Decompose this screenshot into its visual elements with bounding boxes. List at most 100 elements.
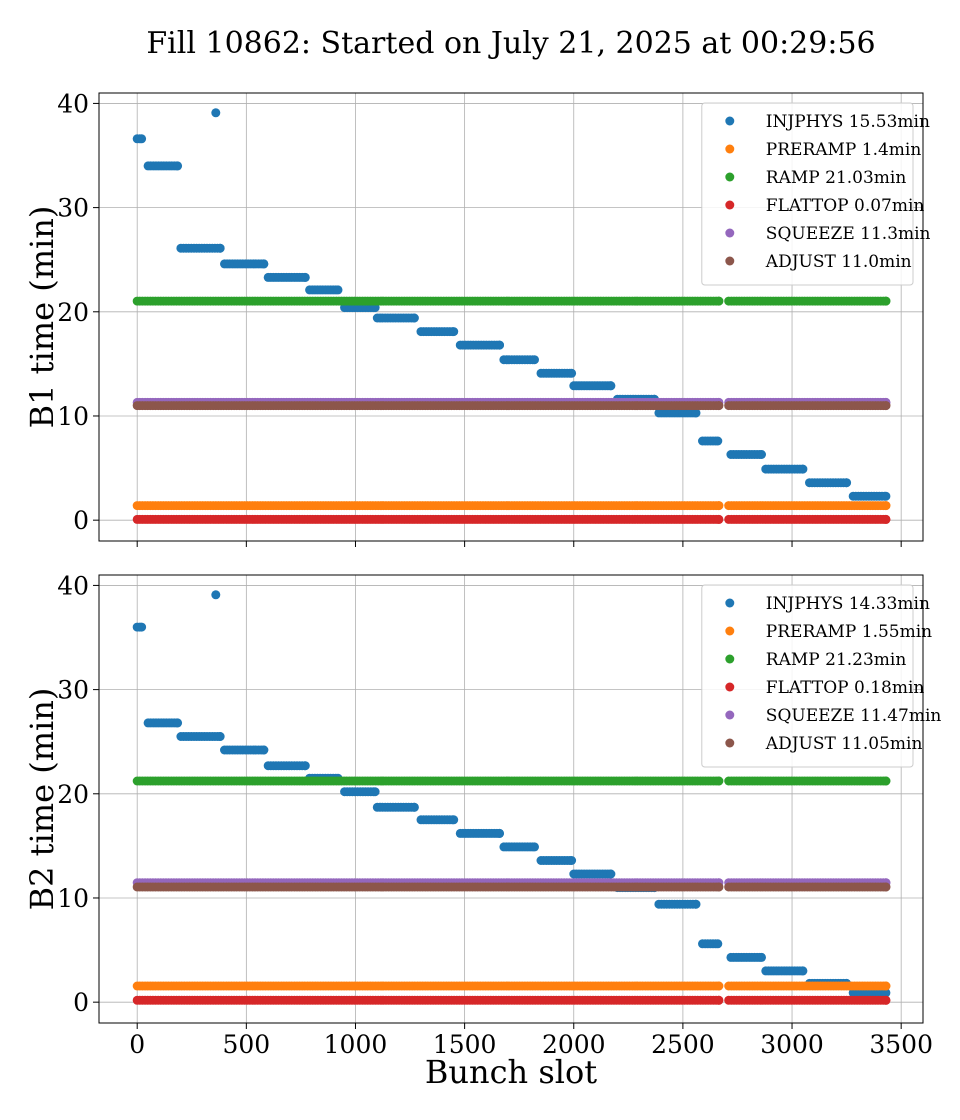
axes-frame (98, 574, 924, 1024)
data-point (173, 161, 183, 171)
data-point (881, 514, 891, 524)
x-tick-label: 500 (222, 1030, 270, 1059)
data-point (757, 450, 766, 459)
y-tick-label: 30 (57, 194, 89, 223)
series-1 (132, 981, 891, 991)
series-2 (132, 296, 891, 306)
x-tick-label: 1500 (433, 1030, 497, 1059)
y-tick-label: 20 (57, 780, 89, 809)
data-point (798, 966, 808, 976)
data-point (567, 856, 577, 865)
data-point (495, 828, 504, 838)
y-axis-label: B1 time (min) (23, 206, 61, 429)
data-point (881, 995, 891, 1005)
y-tick-label: 40 (57, 571, 89, 600)
legend-box (701, 584, 914, 768)
legend-label: SQUEEZE 11.3min (766, 224, 931, 244)
legend-label: PRERAMP 1.55min (766, 622, 932, 642)
data-point (211, 590, 221, 600)
y-tick-label: 30 (57, 676, 89, 705)
legend-label: PRERAMP 1.4min (766, 140, 922, 160)
data-point (714, 514, 724, 524)
data-point (409, 802, 419, 812)
data-point (881, 776, 891, 786)
x-axis-label: Bunch slot (425, 1053, 597, 1091)
data-point (530, 355, 539, 365)
y-tick-label: 20 (57, 298, 89, 327)
legend-label: FLATTOP 0.07min (766, 196, 925, 216)
legend-label: ADJUST 11.05min (765, 734, 923, 754)
data-point (713, 939, 723, 949)
data-point (300, 272, 310, 282)
data-point (881, 491, 891, 501)
data-point (449, 327, 459, 337)
series-3 (132, 995, 891, 1005)
legend-marker (725, 682, 735, 692)
legend-marker (725, 228, 735, 238)
series-5 (132, 882, 891, 892)
x-tick-label: 2500 (651, 1030, 715, 1059)
data-point (714, 501, 724, 511)
y-tick-label: 10 (57, 402, 89, 431)
data-point (409, 313, 419, 323)
legend-label: ADJUST 11.0min (765, 252, 912, 272)
legend-marker (725, 738, 735, 748)
data-point (259, 259, 269, 269)
data-point (881, 296, 891, 306)
data-point (714, 995, 724, 1005)
data-point (798, 464, 808, 474)
y-tick-label: 0 (73, 506, 89, 535)
y-axis-label: B2 time (min) (23, 688, 61, 911)
data-point (137, 134, 147, 144)
legend-marker (725, 200, 735, 210)
chart-panel-2: 0 10 20 30 40 0 500 1000 1500 2000 2500 3000 3500 B2 … (23, 571, 941, 1059)
y-tick-label: 40 (57, 89, 89, 118)
data-point (714, 981, 724, 991)
legend-label: SQUEEZE 11.47min (766, 706, 942, 726)
data-point (691, 408, 701, 418)
x-tick-label: 3000 (760, 1030, 824, 1059)
data-markers (132, 108, 891, 524)
data-point (215, 732, 225, 741)
data-point (881, 501, 891, 511)
data-point (713, 436, 723, 446)
data-point (881, 401, 891, 411)
legend-marker (725, 710, 735, 720)
data-point (300, 761, 310, 771)
x-tick-label: 2000 (542, 1030, 606, 1059)
data-point (606, 869, 616, 879)
legend-label: INJPHYS 14.33min (766, 594, 930, 614)
data-point (842, 478, 852, 488)
series-3 (132, 514, 891, 524)
chart-panel-1: 0 10 20 30 40 B1 time (min) INJPHYS 15.53min PR… (23, 89, 931, 547)
data-point (259, 745, 269, 755)
figure-title: Fill 10862: Started on July 21, 2025 at … (146, 26, 875, 61)
series-2 (132, 776, 891, 786)
data-point (881, 882, 891, 892)
data-point (714, 296, 724, 306)
legend-label: FLATTOP 0.18min (766, 678, 925, 698)
data-point (215, 243, 225, 253)
data-markers (132, 590, 891, 1005)
legend-label: RAMP 21.03min (766, 168, 907, 188)
legend-box (701, 102, 914, 286)
series-5 (132, 401, 891, 411)
data-point (881, 988, 891, 998)
legend-marker (725, 598, 735, 608)
y-tick-label: 10 (57, 884, 89, 913)
legend-label: RAMP 21.23min (766, 650, 907, 670)
data-point (137, 622, 147, 632)
legend-marker (725, 626, 735, 636)
legend-marker (725, 116, 735, 126)
legend: INJPHYS 15.53min PRERAMP 1.4min RAMP 21.03… (701, 102, 931, 286)
data-point (530, 842, 539, 852)
legend-label: INJPHYS 15.53min (766, 112, 930, 132)
legend-marker (725, 256, 735, 266)
data-point (757, 952, 766, 962)
y-tick-label: 0 (73, 988, 89, 1017)
x-tick-label: 3500 (869, 1030, 933, 1059)
data-point (211, 108, 221, 118)
data-point (370, 787, 380, 797)
data-point (881, 981, 891, 991)
